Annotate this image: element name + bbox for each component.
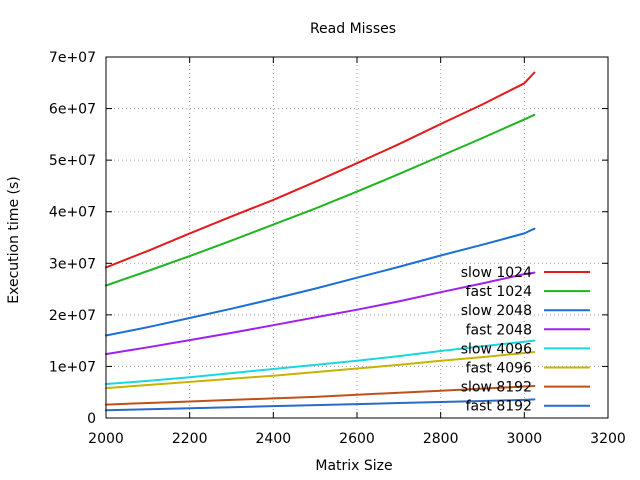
series-layer	[105, 71, 536, 412]
legend-label-fast-8192: fast 8192	[466, 399, 532, 415]
x-tick-label: 2000	[88, 431, 124, 447]
series-line-fast-1024	[105, 113, 536, 287]
legend-label-slow-1024: slow 1024	[461, 265, 532, 281]
x-tick-label: 2600	[339, 431, 375, 447]
y-tick-label: 6e+07	[49, 102, 96, 118]
x-tick-label: 3200	[590, 431, 626, 447]
x-tick-label: 2200	[172, 431, 208, 447]
ticks-layer: 2000 2200 2400 2600 2800 3000 3200 0 1e+07 2e+07 3…	[49, 50, 626, 447]
x-tick-label: 2800	[423, 431, 459, 447]
legend: slow 1024 fast 1024 slow 2048 fast 2048 slow…	[461, 265, 590, 415]
grid-layer	[106, 57, 608, 418]
y-axis-label: Execution time (s)	[6, 176, 22, 303]
x-tick-label: 2400	[256, 431, 292, 447]
series-line-fast-4096	[105, 351, 536, 390]
series-line-slow-2048	[105, 227, 536, 337]
series-line-slow-8192	[105, 385, 536, 406]
y-tick-label: 5e+07	[49, 153, 96, 169]
legend-label-slow-8192: slow 8192	[461, 380, 532, 396]
series-line-slow-1024	[105, 71, 536, 269]
y-tick-label: 1e+07	[49, 359, 96, 375]
y-tick-label: 2e+07	[49, 308, 96, 324]
legend-label-fast-4096: fast 4096	[466, 361, 532, 377]
y-tick-label: 4e+07	[49, 205, 96, 221]
chart-title: Read Misses	[310, 21, 396, 37]
legend-label-slow-2048: slow 2048	[461, 303, 532, 319]
series-line-slow-4096	[105, 339, 536, 385]
y-tick-label: 0	[87, 411, 96, 427]
series-line-fast-8192	[105, 398, 536, 412]
y-tick-label: 3e+07	[49, 256, 96, 272]
legend-label-fast-1024: fast 1024	[466, 284, 532, 300]
x-tick-label: 3000	[507, 431, 543, 447]
x-axis-label: Matrix Size	[315, 458, 392, 474]
legend-label-fast-2048: fast 2048	[466, 322, 532, 338]
series-line-fast-2048	[105, 271, 536, 356]
y-tick-label: 7e+07	[49, 50, 96, 66]
legend-label-slow-4096: slow 4096	[461, 341, 532, 357]
